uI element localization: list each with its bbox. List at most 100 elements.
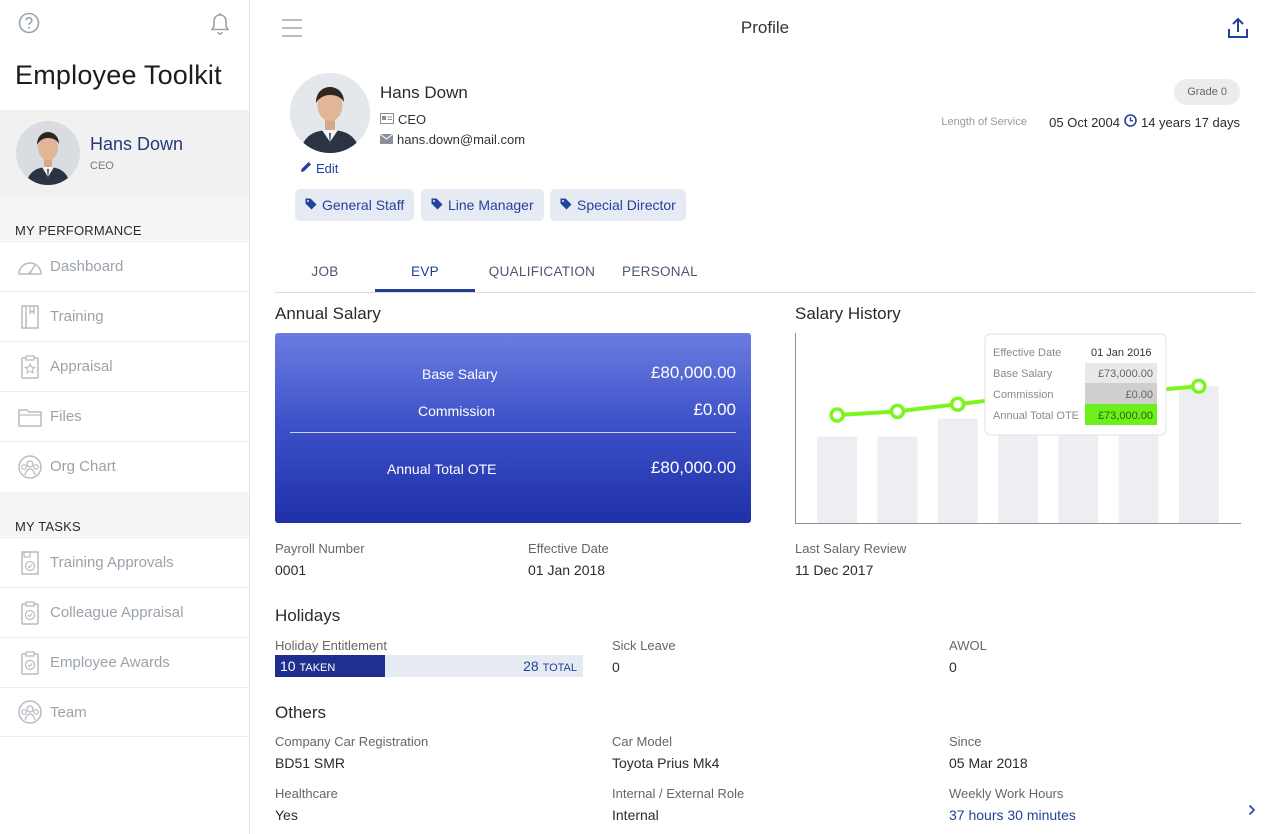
sidebar-item-employee-awards[interactable]: Employee Awards [0, 637, 249, 687]
salary-history-svg: Effective Date 01 Jan 2016 Base Salary £… [795, 333, 1241, 524]
annual-salary-title: Annual Salary [275, 304, 381, 323]
profile-photo [290, 73, 370, 153]
sidebar-item-appraisal[interactable]: Appraisal [0, 341, 249, 391]
annual-total-label: Annual Total OTE [387, 461, 497, 477]
others-title: Others [275, 703, 327, 722]
payroll-number-label: Payroll Number [275, 541, 365, 556]
sidebar-item-label: Appraisal [50, 358, 113, 375]
sidebar-item-dashboard[interactable]: Dashboard [0, 241, 249, 291]
org-chart-icon [17, 454, 43, 480]
base-salary-label: Base Salary [422, 366, 498, 382]
bell-icon[interactable] [209, 12, 231, 41]
healthcare-label: Healthcare [275, 786, 338, 801]
sick-leave-value: 0 [612, 659, 620, 675]
tag-special-director[interactable]: Special Director [550, 189, 686, 221]
annual-salary-card: Base Salary £80,000.00 Commission £0.00 … [275, 333, 751, 523]
tooltip-commission-value: £0.00 [1125, 389, 1153, 401]
tooltip-base-label: Base Salary [993, 368, 1053, 380]
main-content: Profile Hans Down CEO hans.down@mail.com… [250, 0, 1280, 834]
salary-bar [817, 436, 858, 523]
section-title-my-tasks: MY TASKS [15, 519, 81, 534]
dashboard-icon [17, 254, 43, 280]
clock-icon [1124, 114, 1137, 130]
length-of-service-value: 05 Oct 2004 14 years 17 days [1049, 114, 1240, 130]
upload-icon[interactable] [1226, 16, 1250, 45]
tag-label: General Staff [322, 197, 405, 213]
last-salary-review-value: 11 Dec 2017 [795, 562, 874, 578]
last-salary-review-label: Last Salary Review [795, 541, 907, 556]
salary-bar [877, 436, 918, 523]
sidebar-item-training[interactable]: Training [0, 291, 249, 341]
service-duration: 14 years 17 days [1140, 114, 1240, 130]
salary-history-title: Salary History [795, 304, 901, 323]
tooltip-commission-label: Commission [993, 389, 1054, 401]
work-hours-label: Weekly Work Hours [949, 786, 1064, 801]
profile-email[interactable]: hans.down@mail.com [397, 132, 526, 147]
sidebar-item-label: Training Approvals [50, 554, 174, 571]
healthcare-value: Yes [275, 807, 298, 823]
holiday-taken: 10 TAKEN [280, 658, 335, 674]
holiday-total: 28 TOTAL [523, 658, 577, 674]
holiday-total-suffix: TOTAL [542, 662, 577, 674]
salary-divider [290, 432, 736, 433]
sidebar-user-name: Hans Down [90, 134, 184, 154]
profile-role: CEO [398, 112, 427, 127]
performance-section-header [0, 196, 249, 240]
tab-personal[interactable]: PERSONAL [622, 264, 698, 279]
tooltip-total-value: £73,000.00 [1098, 410, 1153, 422]
salary-point[interactable] [829, 407, 845, 423]
car-registration-label: Company Car Registration [275, 734, 429, 749]
edit-label: Edit [316, 161, 339, 176]
training-icon [17, 304, 43, 330]
sidebar-user-card[interactable]: Hans Down CEO [0, 110, 249, 196]
profile-tabs: JOB EVP QUALIFICATION PERSONAL [275, 256, 1255, 293]
edit-profile-link[interactable]: Edit [300, 161, 338, 176]
effective-date-label: Effective Date [528, 541, 609, 556]
profile-role-row: CEO [380, 112, 426, 127]
sidebar-item-files[interactable]: Files [0, 391, 249, 441]
effective-date-value: 01 Jan 2018 [528, 562, 606, 578]
base-salary-value: £80,000.00 [650, 363, 736, 382]
salary-point[interactable] [889, 403, 906, 420]
tag-line-manager[interactable]: Line Manager [421, 189, 544, 221]
team-icon [17, 699, 43, 725]
files-icon [17, 404, 43, 430]
salary-bar [1178, 386, 1219, 523]
tooltip-total-label: Annual Total OTE [993, 410, 1079, 422]
car-registration-value: BD51 SMR [275, 755, 346, 771]
sidebar-user-role: CEO [90, 160, 114, 172]
role-type-value: Internal [612, 807, 659, 823]
app-title: Employee Toolkit [15, 60, 222, 90]
service-start-date: 05 Oct 2004 [1049, 114, 1120, 130]
sidebar-item-label: Team [50, 703, 87, 721]
sidebar-item-label: Org Chart [50, 458, 116, 475]
id-card-icon [380, 112, 394, 127]
sidebar-item-org-chart[interactable]: Org Chart [0, 441, 249, 491]
salary-point[interactable] [1191, 378, 1207, 394]
salary-point[interactable] [949, 396, 966, 412]
sidebar-item-label: Colleague Appraisal [50, 604, 184, 621]
chevron-right-icon[interactable] [1248, 803, 1256, 821]
sidebar-item-training-approvals[interactable]: Training Approvals [0, 537, 249, 587]
tab-evp[interactable]: EVP [375, 256, 475, 292]
tasks-section-header [0, 492, 249, 536]
awol-value: 0 [949, 659, 957, 675]
holidays-title: Holidays [275, 606, 341, 625]
menu-icon[interactable] [282, 19, 302, 37]
since-value: 05 Mar 2018 [949, 755, 1028, 771]
salary-tooltip: Effective Date 01 Jan 2016 Base Salary £… [984, 333, 1167, 436]
holiday-entitlement-label: Holiday Entitlement [275, 638, 387, 653]
tab-job[interactable]: JOB [311, 264, 339, 279]
sidebar-item-colleague-appraisal[interactable]: Colleague Appraisal [0, 587, 249, 637]
tab-qualification[interactable]: QUALIFICATION [488, 264, 596, 279]
training-approvals-icon [17, 550, 43, 576]
tag-label: Special Director [577, 197, 676, 213]
payroll-number-value: 0001 [275, 562, 307, 578]
since-label: Since [949, 734, 982, 749]
salary-history-chart: Effective Date 01 Jan 2016 Base Salary £… [795, 333, 1241, 524]
work-hours-value[interactable]: 37 hours 30 minutes [949, 807, 1076, 823]
tag-general-staff[interactable]: General Staff [295, 189, 415, 221]
tag-label: Line Manager [448, 197, 534, 213]
help-icon[interactable] [18, 12, 40, 39]
sidebar-item-team[interactable]: Team [0, 687, 249, 737]
